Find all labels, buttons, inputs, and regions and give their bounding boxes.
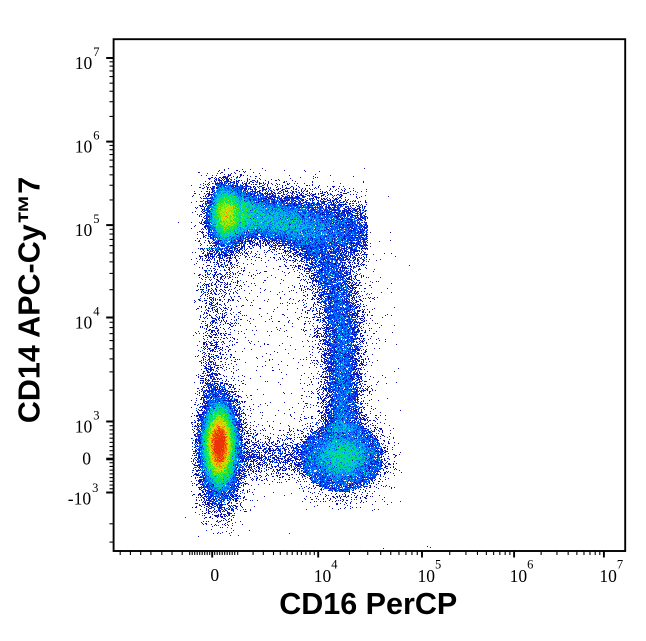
svg-text:7: 7 — [93, 45, 99, 59]
svg-text:0: 0 — [82, 449, 91, 469]
svg-text:10: 10 — [75, 137, 93, 157]
svg-text:6: 6 — [93, 129, 99, 143]
svg-text:4: 4 — [93, 305, 100, 319]
svg-text:10: 10 — [75, 53, 93, 73]
svg-text:10: 10 — [75, 220, 93, 240]
svg-text:CD16 PerCP: CD16 PerCP — [279, 587, 457, 621]
svg-text:10: 10 — [75, 313, 93, 333]
svg-text:3: 3 — [93, 409, 99, 423]
svg-text:3: 3 — [92, 481, 98, 495]
svg-text:CD14 APC-Cy™7: CD14 APC-Cy™7 — [13, 177, 47, 423]
svg-text:5: 5 — [93, 212, 99, 226]
svg-text:-10: -10 — [68, 489, 92, 509]
svg-text:10: 10 — [75, 417, 93, 437]
svg-text:0: 0 — [210, 565, 219, 585]
